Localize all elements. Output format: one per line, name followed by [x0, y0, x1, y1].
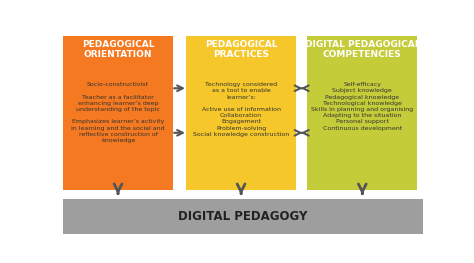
- Text: DIGITAL PEDAGOGY: DIGITAL PEDAGOGY: [178, 210, 308, 223]
- Text: Technology considered
as a tool to enable
learner’s:

Active use of information
: Technology considered as a tool to enabl…: [193, 82, 289, 137]
- Text: DIGITAL PEDAGOGICAL
COMPETENCIES: DIGITAL PEDAGOGICAL COMPETENCIES: [305, 40, 420, 59]
- Bar: [63, 199, 423, 234]
- Text: Self-efficacy
Subject knowledge
Pedagogical knowledge
Technological knowledge
Sk: Self-efficacy Subject knowledge Pedagogi…: [311, 82, 413, 131]
- Bar: [307, 36, 418, 190]
- Text: Socio-constructivist

Teacher as a facilitator
enhancing learner’s deep
understa: Socio-constructivist Teacher as a facili…: [71, 82, 165, 143]
- Bar: [186, 36, 296, 190]
- Text: PEDAGOGICAL
ORIENTATION: PEDAGOGICAL ORIENTATION: [82, 40, 154, 59]
- Bar: [63, 36, 173, 190]
- Text: PEDAGOGICAL
PRACTICES: PEDAGOGICAL PRACTICES: [205, 40, 277, 59]
